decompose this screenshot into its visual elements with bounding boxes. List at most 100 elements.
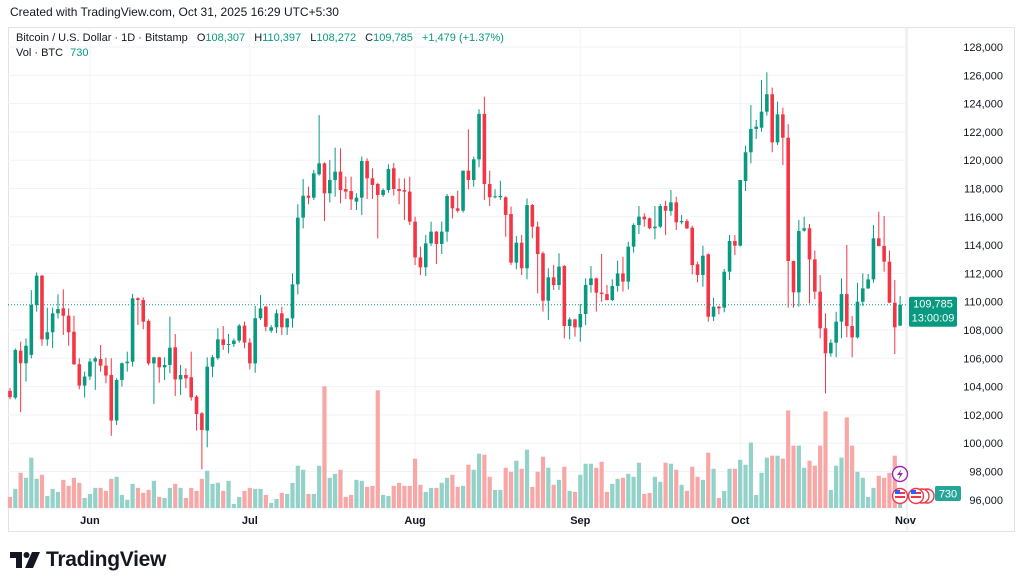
candle[interactable] [775, 101, 780, 146]
candle[interactable] [589, 266, 593, 293]
candle[interactable] [493, 189, 497, 199]
candle[interactable] [743, 145, 748, 192]
tradingview-logo[interactable]: TradingView [10, 548, 166, 572]
candle[interactable] [210, 355, 215, 378]
candle[interactable] [562, 264, 567, 339]
candle[interactable] [541, 251, 545, 312]
candle[interactable] [184, 368, 188, 389]
candle[interactable] [738, 180, 743, 247]
candle[interactable] [258, 295, 263, 320]
candle[interactable] [754, 120, 758, 139]
candle[interactable] [690, 225, 695, 275]
candle[interactable] [727, 235, 732, 281]
candle[interactable] [876, 211, 881, 247]
candle[interactable] [642, 213, 647, 227]
candle[interactable] [317, 115, 321, 176]
us-flag-event-icon[interactable] [891, 487, 935, 505]
candle[interactable] [887, 250, 892, 304]
candle[interactable] [146, 319, 151, 366]
candle[interactable] [429, 221, 433, 246]
candle[interactable] [759, 79, 764, 132]
candle[interactable] [626, 241, 631, 290]
candle[interactable] [109, 358, 114, 436]
candle[interactable] [685, 219, 689, 229]
candle[interactable] [242, 321, 247, 349]
candle[interactable] [82, 371, 87, 398]
candle[interactable] [519, 235, 524, 275]
candle[interactable] [551, 265, 556, 290]
candle[interactable] [365, 158, 369, 199]
candle[interactable] [514, 236, 519, 270]
candle[interactable] [455, 190, 460, 213]
candle[interactable] [770, 87, 774, 153]
candle[interactable] [232, 338, 236, 347]
candle[interactable] [898, 296, 902, 327]
candle[interactable] [749, 105, 753, 164]
candle[interactable] [205, 357, 210, 448]
candle[interactable] [573, 318, 577, 337]
candle[interactable] [892, 280, 897, 355]
candle[interactable] [477, 109, 481, 168]
candle[interactable] [301, 179, 305, 229]
candle[interactable] [333, 147, 337, 197]
candle[interactable] [280, 306, 284, 335]
candle[interactable] [829, 339, 833, 357]
candle[interactable] [498, 180, 503, 200]
candle[interactable] [290, 273, 295, 328]
candle[interactable] [850, 315, 854, 358]
candle[interactable] [306, 186, 311, 205]
candle[interactable] [615, 260, 620, 292]
candle[interactable] [104, 357, 108, 384]
candle[interactable] [189, 351, 194, 401]
candle[interactable] [77, 358, 82, 390]
candle[interactable] [269, 325, 273, 333]
candle[interactable] [525, 198, 529, 280]
candle[interactable] [834, 311, 838, 358]
candle[interactable] [637, 206, 641, 235]
candle[interactable] [264, 305, 268, 332]
candle[interactable] [136, 297, 140, 326]
candle[interactable] [482, 96, 487, 200]
candle[interactable] [781, 107, 785, 166]
event-markers[interactable] [891, 465, 935, 505]
candle[interactable] [248, 338, 252, 370]
candle[interactable] [509, 206, 513, 265]
candle[interactable] [663, 200, 668, 236]
candle[interactable] [701, 245, 705, 287]
candle[interactable] [98, 344, 103, 372]
candle[interactable] [674, 196, 679, 230]
candle[interactable] [274, 309, 279, 333]
candle[interactable] [50, 307, 55, 349]
candle[interactable] [370, 168, 375, 199]
candle[interactable] [34, 272, 39, 312]
candle[interactable] [194, 395, 199, 431]
candle[interactable] [578, 303, 583, 342]
candle[interactable] [386, 164, 391, 193]
candle[interactable] [669, 190, 673, 216]
candle[interactable] [610, 279, 615, 301]
candle[interactable] [322, 162, 327, 222]
candle[interactable] [722, 269, 727, 313]
candle[interactable] [557, 253, 561, 290]
legend-volume-label[interactable]: Vol · BTC [16, 47, 64, 59]
candle[interactable] [813, 250, 817, 300]
candle[interactable] [221, 326, 225, 350]
candle[interactable] [535, 221, 540, 294]
candle[interactable] [343, 176, 348, 199]
candle[interactable] [407, 176, 412, 226]
candle[interactable] [631, 223, 636, 253]
candle[interactable] [461, 170, 465, 213]
candle[interactable] [599, 254, 604, 302]
candle[interactable] [72, 315, 76, 365]
candle[interactable] [13, 348, 18, 400]
candle[interactable] [861, 273, 865, 306]
candle[interactable] [125, 351, 130, 372]
candle[interactable] [695, 261, 700, 283]
candle[interactable] [445, 194, 449, 242]
candle[interactable] [226, 333, 231, 354]
candle[interactable] [434, 230, 439, 265]
candle[interactable] [178, 364, 183, 395]
candle[interactable] [423, 235, 428, 277]
candle[interactable] [594, 277, 599, 312]
